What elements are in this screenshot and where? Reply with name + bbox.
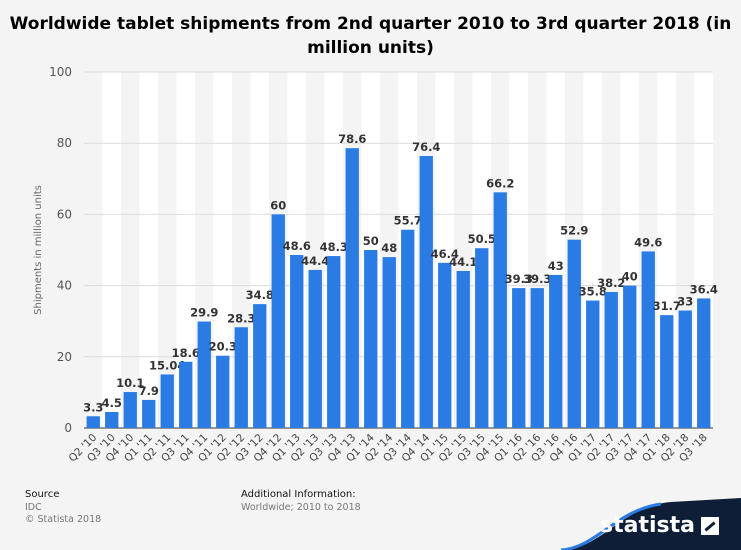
- data-label: 20.3: [209, 340, 237, 354]
- additional-info-value: Worldwide; 2010 to 2018: [241, 502, 361, 513]
- data-label: 52.9: [560, 224, 588, 238]
- bar: [660, 315, 674, 428]
- bar: [419, 156, 433, 429]
- data-label: 35.8: [579, 285, 607, 299]
- chart-title: Worldwide tablet shipments from 2nd quar…: [9, 14, 732, 58]
- bar: [216, 355, 230, 428]
- column-band: [213, 72, 232, 428]
- data-label: 38.2: [597, 276, 625, 290]
- data-label: 4.5: [102, 396, 122, 410]
- bar: [179, 361, 193, 428]
- data-label: 3.3: [83, 400, 103, 414]
- bar: [456, 271, 470, 428]
- statista-logo-icon: [701, 516, 719, 535]
- brand-name: statista: [600, 513, 695, 538]
- bar: [512, 288, 526, 428]
- data-label: 36.4: [690, 282, 718, 296]
- data-label: 48: [381, 241, 397, 255]
- bar: [271, 214, 285, 428]
- bar: [678, 310, 692, 428]
- column-band: [176, 72, 195, 428]
- source-value: IDC: [25, 502, 42, 513]
- data-label: 66.2: [486, 176, 514, 190]
- data-label: 43: [548, 259, 564, 273]
- data-label: 44.4: [301, 254, 329, 268]
- data-label: 60: [270, 198, 286, 212]
- data-label: 39.3: [523, 272, 551, 286]
- y-axis-label: Shipments in million units: [33, 185, 44, 315]
- bar: [160, 374, 174, 428]
- bar: [567, 239, 581, 428]
- y-tick-label: 40: [57, 279, 72, 293]
- bar: [253, 304, 267, 428]
- bar: [290, 254, 304, 428]
- bar: [641, 251, 655, 428]
- column-band: [102, 72, 121, 428]
- bar: [308, 269, 322, 428]
- data-label: 48.3: [320, 240, 348, 254]
- bar: [697, 298, 711, 428]
- bar: [345, 148, 359, 428]
- bar: [438, 262, 452, 428]
- bar: [86, 416, 100, 428]
- data-label: 15.04: [149, 358, 185, 372]
- copyright-text: © Statista 2018: [25, 514, 102, 525]
- data-label: 31.7: [653, 299, 681, 313]
- bar: [234, 327, 248, 428]
- statista-logo[interactable]: statista: [600, 513, 719, 538]
- data-label: 33: [677, 295, 693, 309]
- bar: [382, 257, 396, 428]
- y-tick-label: 20: [57, 350, 72, 364]
- column-band: [139, 72, 158, 428]
- data-label: 40: [622, 270, 638, 284]
- data-label: 10.1: [116, 376, 144, 390]
- data-label: 18.6: [172, 346, 200, 360]
- bar: [530, 288, 544, 428]
- data-label: 50.5: [468, 232, 496, 246]
- bar: [586, 300, 600, 428]
- data-label: 39.3: [505, 272, 533, 286]
- bar: [197, 321, 211, 428]
- bar: [105, 411, 119, 428]
- y-tick-label: 80: [57, 136, 72, 150]
- data-label: 44.1: [449, 255, 477, 269]
- data-label: 50: [363, 234, 379, 248]
- data-label: 34.8: [246, 288, 274, 302]
- brand-wave: [561, 498, 741, 550]
- data-label: 7.9: [139, 384, 159, 398]
- bar: [493, 192, 507, 428]
- bar: [623, 285, 637, 428]
- source-label: Source: [25, 489, 60, 500]
- bar: [475, 248, 489, 428]
- data-label: 76.4: [412, 140, 440, 154]
- data-label: 28.3: [227, 311, 255, 325]
- data-label: 29.9: [190, 306, 218, 320]
- y-tick-label: 100: [49, 65, 72, 79]
- data-label: 55.7: [394, 214, 422, 228]
- data-label: 48.6: [283, 239, 311, 253]
- y-tick-label: 0: [64, 421, 72, 435]
- data-label: 78.6: [338, 132, 366, 146]
- bar: [364, 250, 378, 428]
- bar: [327, 256, 341, 428]
- bar: [123, 392, 137, 428]
- bar: [401, 229, 415, 428]
- data-label: 49.6: [634, 235, 662, 249]
- bar: [142, 399, 156, 428]
- bar: [604, 292, 618, 428]
- bar: [549, 274, 563, 428]
- data-label: 46.4: [431, 247, 459, 261]
- additional-info-label: Additional Information:: [241, 489, 356, 500]
- bar-chart: 0 20 40 60 80 100 Shipments in million units 3.…: [33, 65, 718, 465]
- y-tick-label: 60: [57, 207, 72, 221]
